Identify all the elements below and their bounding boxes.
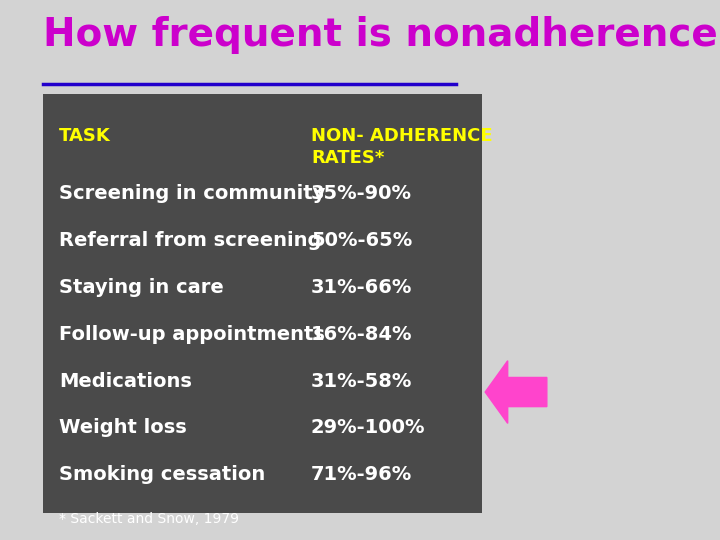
Text: 71%-96%: 71%-96% [311,465,412,484]
Text: Medications: Medications [59,372,192,390]
Text: 35%-90%: 35%-90% [311,184,412,202]
Text: 50%-65%: 50%-65% [311,231,412,249]
FancyBboxPatch shape [43,94,482,513]
Text: Referral from screening: Referral from screening [59,231,321,249]
Text: * Sackett and Snow, 1979: * Sackett and Snow, 1979 [59,512,239,526]
Text: 16%-84%: 16%-84% [311,325,413,343]
Text: 31%-66%: 31%-66% [311,278,413,296]
Text: TASK: TASK [59,127,111,145]
Text: NON- ADHERENCE
RATES*: NON- ADHERENCE RATES* [311,127,492,167]
Text: Follow-up appointments: Follow-up appointments [59,325,325,343]
Text: Weight loss: Weight loss [59,418,186,437]
Text: Smoking cessation: Smoking cessation [59,465,265,484]
Polygon shape [485,361,546,423]
Text: 31%-58%: 31%-58% [311,372,413,390]
Text: How frequent is nonadherence?: How frequent is nonadherence? [43,16,720,54]
Text: 29%-100%: 29%-100% [311,418,426,437]
Text: Staying in care: Staying in care [59,278,224,296]
Text: Screening in community: Screening in community [59,184,325,202]
